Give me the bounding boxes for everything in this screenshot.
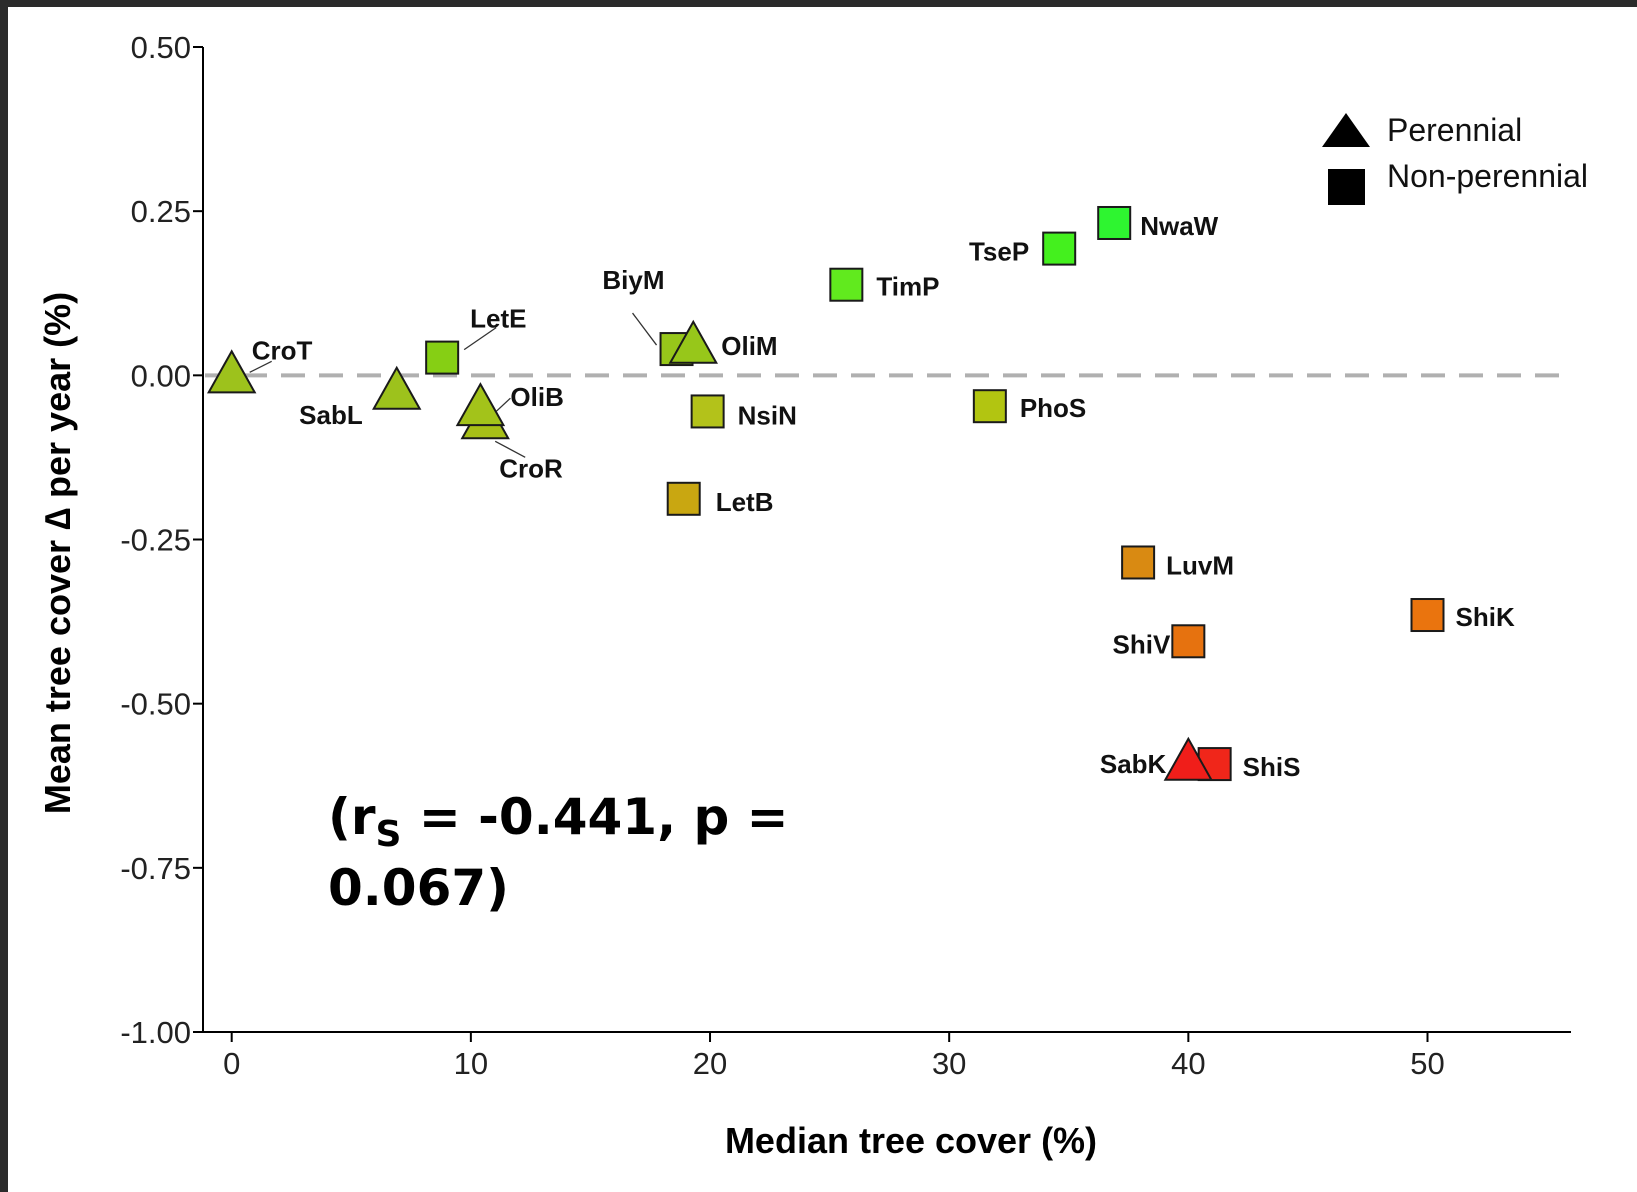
point-olib-triangle bbox=[455, 382, 506, 427]
point-timp-square bbox=[829, 267, 864, 302]
x-axis-title: Median tree cover (%) bbox=[725, 1120, 1097, 1161]
point-crot-leader bbox=[249, 360, 272, 373]
point-cror-label: CroR bbox=[499, 453, 563, 483]
legend-triangle-icon bbox=[1322, 113, 1370, 147]
legend-label-perennial: Perennial bbox=[1387, 112, 1522, 148]
point-shiv-square bbox=[1171, 624, 1206, 659]
point-letb-label: LetB bbox=[716, 487, 774, 517]
x-tick-label: 40 bbox=[1171, 1046, 1205, 1081]
point-phos-label: PhoS bbox=[1020, 393, 1086, 423]
y-tick-label: -0.50 bbox=[120, 687, 191, 722]
point-timp-label: TimP bbox=[876, 272, 939, 302]
legend: Perennial Non-perennial bbox=[1322, 112, 1588, 205]
point-shik-square bbox=[1410, 598, 1445, 633]
y-tick-label: -1.00 bbox=[120, 1015, 191, 1050]
point-biym-label: BiyM bbox=[602, 265, 664, 295]
point-cror-leader bbox=[494, 440, 526, 458]
x-tick-label: 30 bbox=[932, 1046, 966, 1081]
figure-panel: 0.50 0.25 0.00 -0.25 -0.50 -0.75 -1.00 0 10 20 30 4… bbox=[8, 7, 1637, 1192]
point-letb-square bbox=[666, 481, 701, 516]
point-crot-triangle bbox=[206, 349, 257, 394]
point-sabk-triangle bbox=[1163, 736, 1214, 781]
legend-square-icon bbox=[1328, 169, 1365, 205]
x-tick-label: 10 bbox=[454, 1046, 488, 1081]
correlation-line-2: 0.067) bbox=[328, 859, 509, 917]
correlation-annotation: (rS = -0.441, p = 0.067) bbox=[328, 788, 789, 917]
point-tsep-square bbox=[1042, 231, 1077, 266]
y-tick-label: 0.25 bbox=[131, 194, 191, 229]
axes-layer: 0.50 0.25 0.00 -0.25 -0.50 -0.75 -1.00 0 10 20 30 4… bbox=[120, 30, 1571, 1081]
y-axis-title: Mean tree cover ∆ per year (%) bbox=[37, 292, 78, 814]
scatter-chart: 0.50 0.25 0.00 -0.25 -0.50 -0.75 -1.00 0 10 20 30 4… bbox=[37, 30, 1588, 1161]
point-olim-triangle bbox=[668, 319, 718, 364]
point-nsin-square bbox=[690, 394, 725, 429]
point-nsin-label: NsiN bbox=[738, 400, 797, 430]
point-shik-label: ShiK bbox=[1456, 602, 1515, 632]
point-olib-leader bbox=[495, 397, 511, 412]
point-nwaw-square bbox=[1097, 205, 1132, 240]
points-layer bbox=[206, 205, 1445, 782]
point-luvm-label: LuvM bbox=[1166, 550, 1234, 580]
y-tick-label: -0.75 bbox=[120, 851, 191, 886]
point-shis-label: ShiS bbox=[1243, 752, 1301, 782]
point-nwaw-label: NwaW bbox=[1140, 211, 1218, 241]
point-olib-label: OliB bbox=[510, 382, 563, 412]
point-sabk-label: SabK bbox=[1100, 749, 1167, 779]
point-sabl-triangle bbox=[372, 365, 422, 410]
legend-label-non-perennial: Non-perennial bbox=[1387, 158, 1588, 194]
point-crot-label: CroT bbox=[252, 335, 313, 365]
point-shiv-label: ShiV bbox=[1113, 629, 1171, 659]
correlation-line-1: (rS = -0.441, p = bbox=[328, 788, 789, 855]
y-tick-label: -0.25 bbox=[120, 523, 191, 558]
point-olim-label: OliM bbox=[721, 331, 777, 361]
point-lete-label: LetE bbox=[470, 304, 526, 334]
x-tick-label: 20 bbox=[693, 1046, 727, 1081]
point-phos-square bbox=[972, 389, 1007, 424]
y-tick-label: 0.00 bbox=[131, 358, 191, 393]
x-tick-label: 0 bbox=[223, 1046, 240, 1081]
point-tsep-label: TseP bbox=[969, 237, 1029, 267]
point-biym-leader bbox=[632, 312, 658, 346]
point-lete-square bbox=[425, 340, 460, 375]
x-tick-label: 50 bbox=[1410, 1046, 1444, 1081]
point-lete-leader bbox=[463, 327, 497, 351]
y-tick-label: 0.50 bbox=[131, 30, 191, 65]
point-sabl-label: SabL bbox=[299, 400, 363, 430]
point-luvm-square bbox=[1121, 545, 1156, 580]
point-labels-layer: CroT SabL LetE CroR OliB BiyM OliM NsiN LetB TimP… bbox=[249, 211, 1515, 782]
